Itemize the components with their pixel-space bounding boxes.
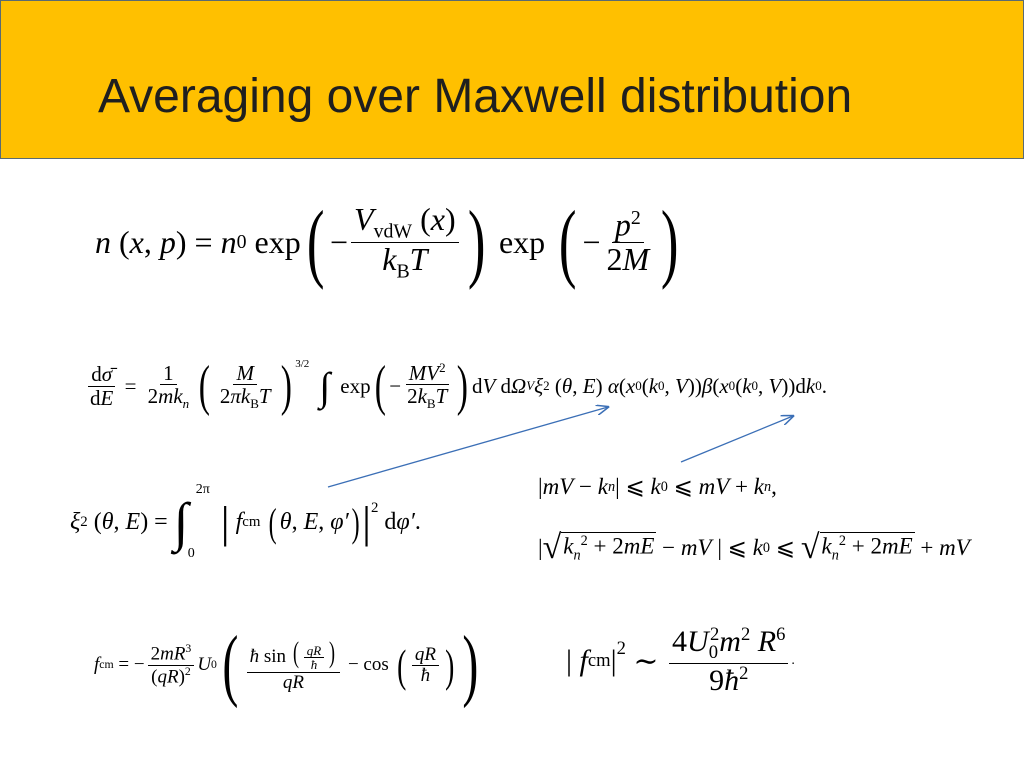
slide-title: Averaging over Maxwell distribution: [98, 70, 853, 123]
cross-section-equation: dσ̄ dE = 1 2mkn ( M 2πkBT ) 3/2 ∫ exp (− MV2…: [88, 355, 827, 417]
title-bar: Averaging over Maxwell distribution: [0, 0, 1024, 159]
arrow-to-dk0: [680, 416, 793, 463]
fcm-squared-equation: | f cm | 2 ∼ 4U02m2 R6 9ħ2 .: [566, 624, 795, 697]
